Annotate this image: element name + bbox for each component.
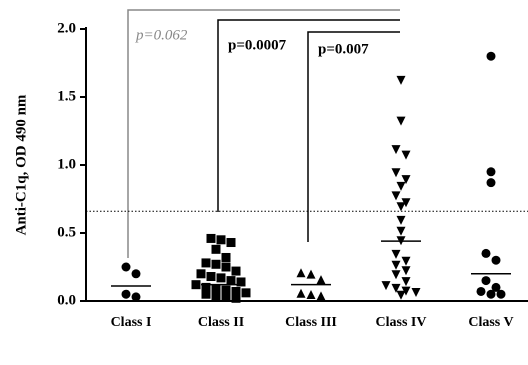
comparison-bracket (307, 31, 400, 242)
data-point (211, 259, 221, 269)
x-tick-label: Class III (285, 315, 337, 330)
data-point (491, 255, 501, 265)
p-value: p=0.0007 (228, 37, 287, 53)
data-point (201, 282, 211, 292)
data-point (201, 258, 211, 268)
data-point (221, 252, 231, 262)
data-point (396, 181, 406, 191)
data-point (411, 287, 421, 297)
data-point (496, 289, 506, 299)
data-point (396, 226, 406, 236)
data-point (221, 285, 231, 295)
data-point (401, 256, 411, 266)
data-point (396, 75, 406, 85)
data-point (201, 289, 211, 299)
data-point (401, 266, 411, 276)
x-tick-label: Class II (198, 315, 244, 330)
data-point (391, 283, 401, 293)
data-point (226, 238, 236, 248)
data-point (221, 292, 231, 302)
y-axis-label: Anti-C1q, OD 490 nm (13, 94, 29, 235)
data-point (306, 269, 316, 279)
y-tick-label: 0.0 (57, 292, 76, 308)
data-point (216, 273, 226, 283)
data-point (391, 191, 401, 201)
data-point (401, 286, 411, 296)
data-point (401, 150, 411, 160)
data-point (296, 288, 306, 298)
data-point (481, 276, 491, 286)
data-point (191, 280, 201, 290)
data-point (391, 168, 401, 178)
data-point (476, 286, 486, 296)
y-tick-label: 1.0 (57, 156, 76, 172)
data-point (401, 198, 411, 208)
data-point (396, 215, 406, 225)
y-tick-label: 0.5 (57, 224, 76, 240)
data-point (226, 276, 236, 286)
data-point (206, 233, 216, 243)
data-point (391, 145, 401, 155)
data-point (121, 289, 131, 299)
comparison-bracket (217, 19, 400, 212)
data-point (236, 277, 246, 287)
data-point (481, 248, 491, 258)
data-point (206, 272, 216, 282)
data-point (221, 262, 231, 272)
data-point (486, 167, 496, 177)
data-point (231, 293, 241, 303)
data-point (196, 269, 206, 279)
x-tick-label: Class IV (376, 315, 427, 330)
data-point (391, 270, 401, 280)
data-point (391, 249, 401, 259)
data-point (241, 288, 251, 298)
data-point (491, 282, 501, 292)
data-point (396, 116, 406, 126)
data-point (231, 286, 241, 296)
x-tick-label: Class V (468, 315, 513, 330)
data-point (211, 244, 221, 254)
data-point (396, 202, 406, 212)
data-point (486, 178, 496, 188)
p-value: p=0.062 (135, 27, 188, 43)
y-tick-label: 1.5 (57, 88, 76, 104)
data-point (211, 291, 221, 301)
data-point (296, 268, 306, 278)
data-point (231, 266, 241, 276)
data-point (486, 289, 496, 299)
y-tick-label: 2.0 (57, 20, 76, 36)
data-point (401, 175, 411, 185)
data-point (121, 262, 131, 272)
data-point (316, 275, 326, 285)
data-point (396, 290, 406, 300)
data-point (216, 235, 226, 245)
data-point (401, 277, 411, 287)
data-point (131, 292, 141, 302)
data-point (131, 269, 141, 279)
data-point (391, 260, 401, 270)
x-tick-label: Class I (111, 315, 152, 330)
data-point (316, 291, 326, 301)
data-point (381, 281, 391, 291)
comparison-bracket (127, 9, 400, 258)
data-point (306, 290, 316, 300)
data-point (211, 284, 221, 294)
p-value: p=0.007 (318, 41, 369, 57)
data-point (486, 51, 496, 61)
